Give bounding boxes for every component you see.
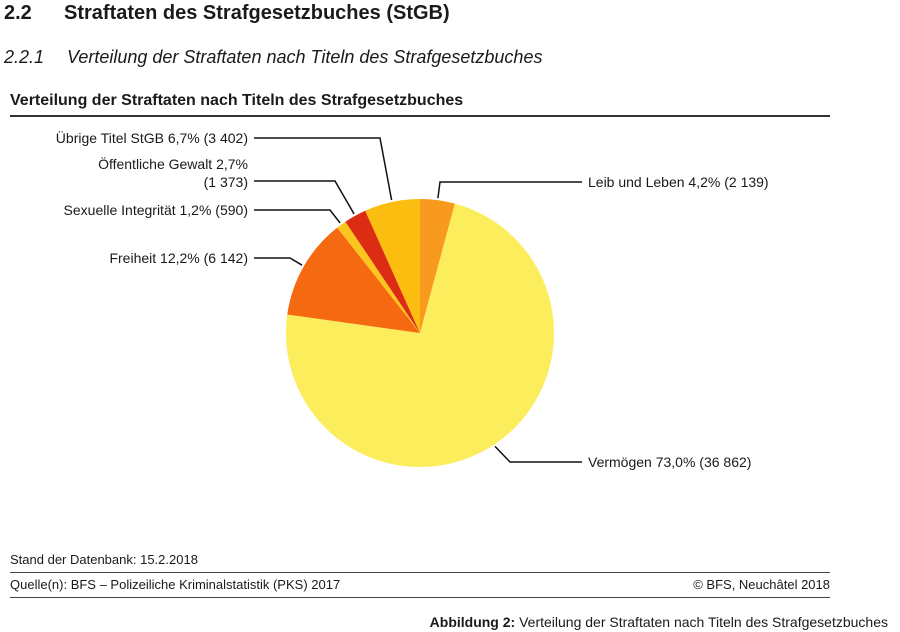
slice-label-2: Freiheit 12,2% (6 142) [109,250,248,266]
source-note: Quelle(n): BFS – Polizeiliche Kriminalst… [10,577,341,592]
leader-line-5 [254,137,393,201]
footer-bottom-rule [10,597,830,598]
slice-label-4: Öffentliche Gewalt 2,7% [98,155,248,172]
pie-slice-2 [287,227,420,333]
subsection-heading: 2.2.1 Verteilung der Straftaten nach Tite… [4,47,542,68]
leader-line-2 [254,257,303,266]
pie-slice-0 [420,199,455,333]
chart-top-rule [10,115,830,117]
database-date: Stand der Datenbank: 15.2.2018 [10,552,198,567]
pie-slice-4 [345,210,420,333]
chart-title: Verteilung der Straftaten nach Titeln de… [10,92,464,109]
subsection-number: 2.2.1 [4,47,45,67]
slice-label-5: Übrige Titel StGB 6,7% (3 402) [56,129,248,146]
leader-line-1 [494,445,582,463]
slice-label-4-line2: (1 373) [204,174,248,190]
figure-caption: Abbildung 2: Verteilung der Straftaten n… [430,614,888,630]
slice-label-1: Vermögen 73,0% (36 862) [588,454,751,470]
section-number: 2.2 [4,2,32,24]
pie-slice-5 [365,199,420,333]
copyright-note: © BFS, Neuchâtel 2018 [693,577,830,592]
leader-line-4 [254,180,355,215]
slice-label-0: Leib und Leben 4,2% (2 139) [588,174,769,190]
subsection-title: Verteilung der Straftaten nach Titeln de… [67,47,543,67]
caption-label: Abbildung 2: [429,614,516,630]
caption-text: Verteilung der Straftaten nach Titeln de… [515,614,888,630]
leader-line-3 [254,209,341,224]
slice-label-3: Sexuelle Integrität 1,2% (590) [64,202,248,218]
footer-rule [10,572,830,573]
pie-slice-3 [337,221,420,333]
section-title: Straftaten des Strafgesetzbuches (StGB) [64,2,450,24]
leader-line-0 [437,181,582,199]
section-heading: 2.2 Straftaten des Strafgesetzbuches (StG… [4,2,450,25]
pie-slice-1 [286,203,555,468]
